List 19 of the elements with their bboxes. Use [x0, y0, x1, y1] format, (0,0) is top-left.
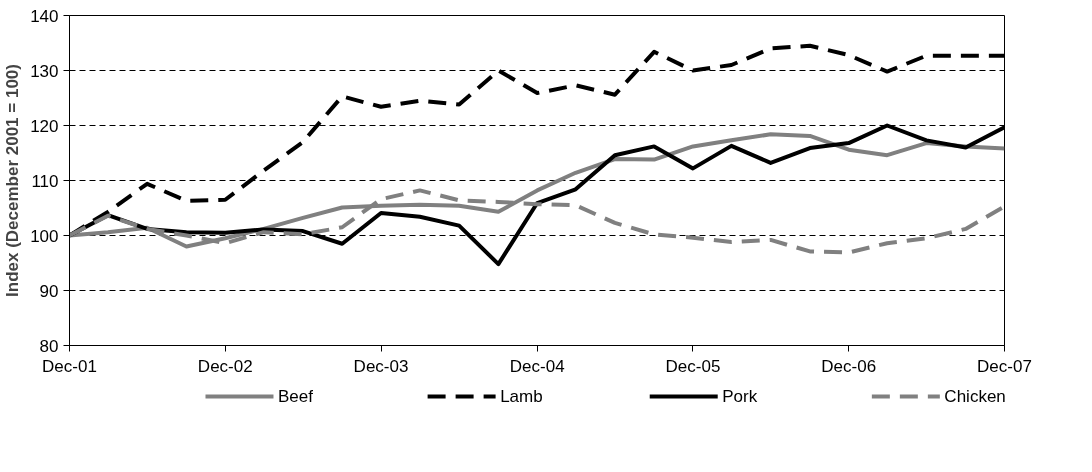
y-tick-label: 130	[30, 61, 59, 81]
x-tick-label: Dec-04	[509, 356, 565, 376]
y-tick-label: 140	[30, 6, 59, 26]
y-tick-label: 80	[39, 336, 59, 356]
y-tick-label: 110	[31, 171, 59, 191]
x-tick-label: Dec-01	[42, 356, 97, 376]
y-tick-label: 120	[30, 116, 59, 136]
legend-label: Pork	[722, 387, 758, 406]
x-tick-label: Dec-02	[197, 356, 253, 376]
x-tick-label: Dec-06	[821, 356, 877, 376]
x-tick-label: Dec-07	[977, 356, 1032, 376]
legend-label: Chicken	[944, 387, 1006, 406]
y-axis-title: Index (December 2001 = 100)	[3, 64, 23, 297]
y-tick-label: 90	[39, 281, 59, 301]
x-tick-label: Dec-03	[353, 356, 409, 376]
y-tick-label: 100	[30, 226, 59, 246]
x-tick-label: Dec-05	[665, 356, 721, 376]
legend-label: Beef	[278, 387, 314, 406]
legend-label: Lamb	[500, 387, 543, 406]
